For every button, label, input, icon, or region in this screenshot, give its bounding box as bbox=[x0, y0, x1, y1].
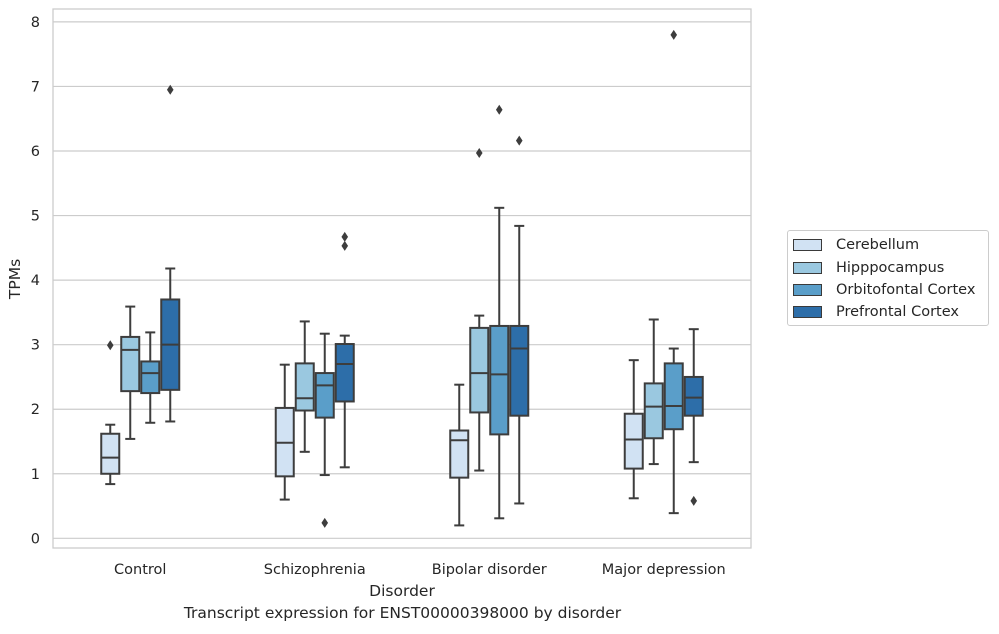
x-tick-label: Bipolar disorder bbox=[432, 562, 547, 578]
y-tick-label: 1 bbox=[31, 467, 40, 483]
y-axis-label: TPMs bbox=[6, 259, 24, 300]
box-0-1 bbox=[120, 305, 141, 440]
box-2-3 bbox=[509, 135, 530, 505]
y-tick-label: 3 bbox=[31, 338, 40, 354]
plot-frame bbox=[52, 8, 752, 549]
x-tick-label: Major depression bbox=[602, 562, 726, 578]
box-iqr bbox=[334, 343, 355, 403]
legend-label-hippocampus: Hipppocampus bbox=[836, 260, 945, 276]
box-iqr bbox=[140, 360, 161, 395]
box-iqr bbox=[509, 324, 530, 417]
box-2-0 bbox=[449, 383, 470, 527]
legend-swatch-cerebellum bbox=[793, 239, 822, 251]
legend-swatch-hippocampus bbox=[793, 262, 822, 274]
figure-caption: Transcript expression for ENST0000039800… bbox=[183, 604, 622, 622]
y-tick-label: 2 bbox=[31, 402, 40, 418]
box-3-0 bbox=[623, 359, 644, 500]
legend-item-cerebellum: Cerebellum bbox=[793, 235, 919, 255]
x-tick-label: Schizophrenia bbox=[264, 562, 366, 578]
box-iqr bbox=[623, 412, 644, 470]
y-tick-label: 4 bbox=[31, 273, 40, 289]
box-iqr bbox=[314, 372, 335, 419]
y-tick-labels: 0 1 2 3 4 5 6 7 8 bbox=[31, 15, 40, 547]
box-2-2 bbox=[489, 104, 510, 520]
outlier-point bbox=[341, 240, 349, 251]
box-iqr bbox=[469, 326, 490, 414]
y-tick-label: 0 bbox=[31, 531, 40, 547]
legend-label-cerebellum: Cerebellum bbox=[836, 237, 920, 253]
outlier-point bbox=[341, 231, 349, 242]
outlier-point bbox=[321, 517, 329, 528]
outlier-point bbox=[690, 495, 698, 506]
x-tick-labels: Control Schizophrenia Bipolar disorder Majo… bbox=[114, 562, 726, 578]
boxes bbox=[100, 29, 704, 528]
legend-label-orbitofrontal: Orbitofontal Cortex bbox=[836, 282, 976, 298]
box-iqr bbox=[294, 362, 315, 412]
outlier-point bbox=[515, 135, 523, 146]
legend-swatch-orbitofrontal bbox=[793, 284, 822, 296]
box-iqr bbox=[449, 429, 470, 479]
y-tick-label: 7 bbox=[31, 79, 40, 95]
y-tick-label: 8 bbox=[31, 15, 40, 31]
box-iqr bbox=[683, 375, 704, 417]
legend-item-orbitofrontal: Orbitofontal Cortex bbox=[793, 280, 975, 300]
box-0-2 bbox=[140, 331, 161, 424]
gridlines bbox=[53, 21, 751, 539]
legend: Cerebellum Hipppocampus Orbitofontal Cor… bbox=[787, 230, 989, 326]
box-iqr bbox=[663, 362, 684, 431]
y-tick-label: 6 bbox=[31, 144, 40, 160]
legend-swatch-prefrontal bbox=[793, 306, 822, 318]
y-tick-label: 5 bbox=[31, 209, 40, 225]
outlier-point bbox=[670, 29, 678, 40]
box-2-1 bbox=[469, 147, 490, 472]
x-axis-label: Disorder bbox=[369, 582, 435, 600]
box-1-2 bbox=[314, 332, 335, 528]
box-0-0 bbox=[100, 340, 121, 486]
box-iqr bbox=[489, 324, 510, 436]
box-iqr bbox=[120, 335, 141, 393]
box-0-3 bbox=[160, 84, 181, 423]
legend-item-hippocampus: Hipppocampus bbox=[793, 258, 944, 278]
outlier-point bbox=[495, 104, 503, 115]
box-3-2 bbox=[663, 29, 684, 515]
outlier-point bbox=[475, 147, 483, 158]
x-tick-label: Control bbox=[114, 562, 166, 578]
box-3-1 bbox=[643, 318, 664, 466]
box-1-0 bbox=[274, 363, 295, 501]
legend-label-prefrontal: Prefrontal Cortex bbox=[836, 304, 959, 320]
box-iqr bbox=[643, 382, 664, 440]
box-3-3 bbox=[683, 328, 704, 506]
box-iqr bbox=[100, 432, 121, 475]
outlier-point bbox=[166, 84, 174, 95]
outlier-point bbox=[106, 340, 114, 351]
box-1-1 bbox=[294, 320, 315, 453]
box-1-3 bbox=[334, 231, 355, 469]
legend-item-prefrontal: Prefrontal Cortex bbox=[793, 302, 959, 322]
